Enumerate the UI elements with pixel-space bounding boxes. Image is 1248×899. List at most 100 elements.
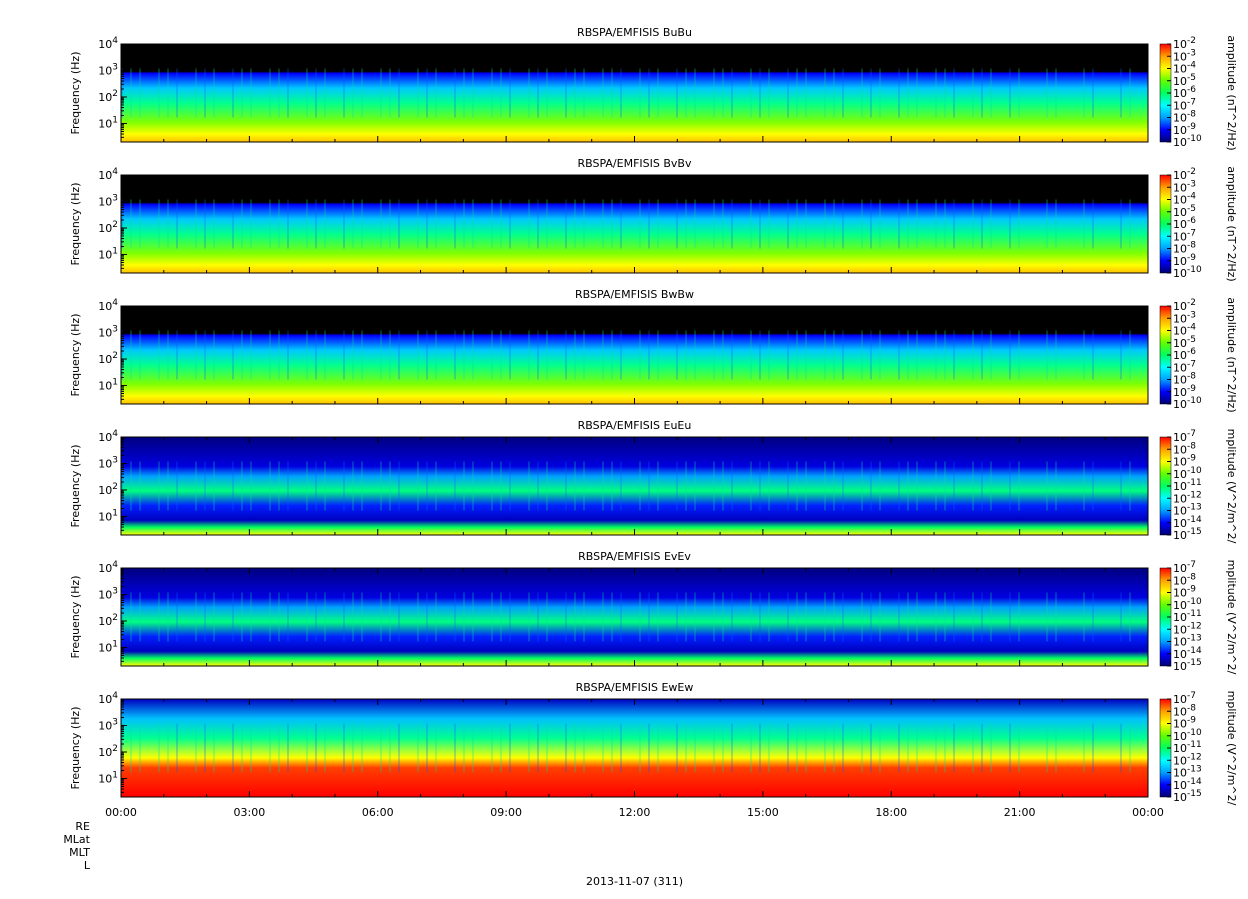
spectrogram-streak — [361, 199, 363, 249]
spectrogram-streak — [805, 199, 807, 249]
spectrogram-streak — [454, 592, 456, 642]
spectrogram-streak — [759, 461, 761, 511]
spectrogram-streak — [454, 723, 456, 773]
spectrogram-streak — [861, 199, 863, 249]
colorbar-tick-label: 10-12 — [1173, 752, 1202, 767]
spectrogram-streak — [694, 461, 696, 511]
spectrogram-streak — [685, 592, 687, 642]
spectrogram-streak — [731, 723, 733, 773]
colorbar-tick-label: 10-7 — [1173, 560, 1196, 575]
spectrogram-streak — [537, 330, 539, 380]
spectrogram-streak — [398, 592, 400, 642]
spectrogram-image — [121, 306, 1148, 404]
x-tick-label: 15:00 — [747, 806, 779, 819]
colorbar-tick-label: 10-9 — [1173, 716, 1196, 731]
spectrogram-streak — [454, 330, 456, 380]
spectrogram-streak — [1120, 199, 1122, 249]
spectrogram-streak — [269, 461, 271, 511]
spectrogram-streak — [981, 723, 983, 773]
spectrogram-streak — [1055, 68, 1057, 118]
spectrogram-streak — [611, 461, 613, 511]
spectrogram-streak — [509, 199, 511, 249]
spectrogram-streak — [805, 68, 807, 118]
x-tick-label: 06:00 — [362, 806, 394, 819]
spectrogram-streak — [583, 330, 585, 380]
spectrogram-streak — [158, 723, 160, 773]
spectrogram-streak — [907, 723, 909, 773]
colorbar-tick-label: 10-14 — [1173, 515, 1202, 530]
spectrogram-streak — [158, 68, 160, 118]
spectrogram-streak — [694, 723, 696, 773]
colorbar-tick-label: 10-6 — [1173, 85, 1196, 100]
spectrogram-streak — [981, 461, 983, 511]
spectrogram-streak — [241, 199, 243, 249]
colorbar-tick-label: 10-10 — [1173, 597, 1202, 612]
spectrogram-streak — [352, 199, 354, 249]
spectrogram-streak — [250, 68, 252, 118]
colorbar-tick-label: 10-13 — [1173, 634, 1202, 649]
spectrogram-streak — [213, 199, 215, 249]
spectrogram-streak — [750, 592, 752, 642]
spectrogram-streak — [981, 592, 983, 642]
spectrogram-streak — [583, 68, 585, 118]
y-tick-label: 102 — [98, 89, 118, 104]
spectrogram-panel-6: RBSPA/EMFISIS EwEw Frequency (Hz) 101 102 10… — [69, 681, 1238, 806]
spectrogram-streak — [121, 592, 123, 642]
colorbar-label: amplitude (nT^2/Hz) — [1225, 297, 1238, 412]
spectrogram-streak — [750, 723, 752, 773]
spectrogram-streak — [158, 592, 160, 642]
spectrogram-streak — [250, 723, 252, 773]
spectrogram-streak — [463, 199, 465, 249]
spectrogram-streak — [1120, 461, 1122, 511]
spectrogram-streak — [1018, 68, 1020, 118]
spectrogram-streak — [472, 723, 474, 773]
spectrogram-streak — [639, 592, 641, 642]
spectrogram-streak — [380, 199, 382, 249]
spectrogram-streak — [768, 68, 770, 118]
spectrogram-streak — [1083, 461, 1085, 511]
colorbar-tick-label: 10-3 — [1173, 179, 1196, 194]
spectrogram-streak — [213, 330, 215, 380]
spectrogram-streak — [509, 723, 511, 773]
spectrogram-streak — [722, 723, 724, 773]
spectrogram-streak — [491, 199, 493, 249]
spectrogram-image — [121, 568, 1148, 666]
y-tick-label: 104 — [98, 36, 118, 51]
spectrogram-streak — [602, 199, 604, 249]
spectrogram-streak — [907, 199, 909, 249]
spectrogram-streak — [1046, 723, 1048, 773]
y-tick-label: 102 — [98, 482, 118, 497]
spectrogram-streak — [352, 592, 354, 642]
spectrogram-streak — [685, 68, 687, 118]
spectrogram-streak — [657, 68, 659, 118]
spectrogram-streak — [454, 461, 456, 511]
spectrogram-streak — [796, 199, 798, 249]
spectrogram-streak — [121, 330, 123, 380]
colorbar-tick-label: 10-10 — [1173, 396, 1202, 411]
spectrogram-streak — [1129, 330, 1131, 380]
colorbar-tick-label: 10-4 — [1173, 192, 1196, 207]
spectrogram-streak — [176, 723, 178, 773]
spectrogram-streak — [546, 592, 548, 642]
spectrogram-streak — [398, 723, 400, 773]
spectrogram-streak — [787, 330, 789, 380]
spectrogram-streak — [787, 723, 789, 773]
colorbar-tick-label: 10-13 — [1173, 765, 1202, 780]
spectrogram-streak — [935, 723, 937, 773]
y-tick-label: 101 — [98, 246, 118, 261]
spectrogram-streak — [1018, 723, 1020, 773]
spectrogram-streak — [981, 68, 983, 118]
spectrogram-streak — [574, 199, 576, 249]
spectrogram-streak — [833, 461, 835, 511]
spectrogram-streak — [620, 723, 622, 773]
spectrogram-streak — [435, 592, 437, 642]
spectrogram-streak — [944, 723, 946, 773]
spectrogram-streak — [620, 461, 622, 511]
colorbar-tick-label: 10-12 — [1173, 490, 1202, 505]
spectrogram-image — [121, 437, 1148, 535]
spectrogram-streak — [916, 461, 918, 511]
spectrogram-streak — [1083, 330, 1085, 380]
spectrogram-streak — [879, 199, 881, 249]
colorbar-tick-label: 10-5 — [1173, 73, 1196, 88]
colorbar-tick-label: 10-14 — [1173, 646, 1202, 661]
